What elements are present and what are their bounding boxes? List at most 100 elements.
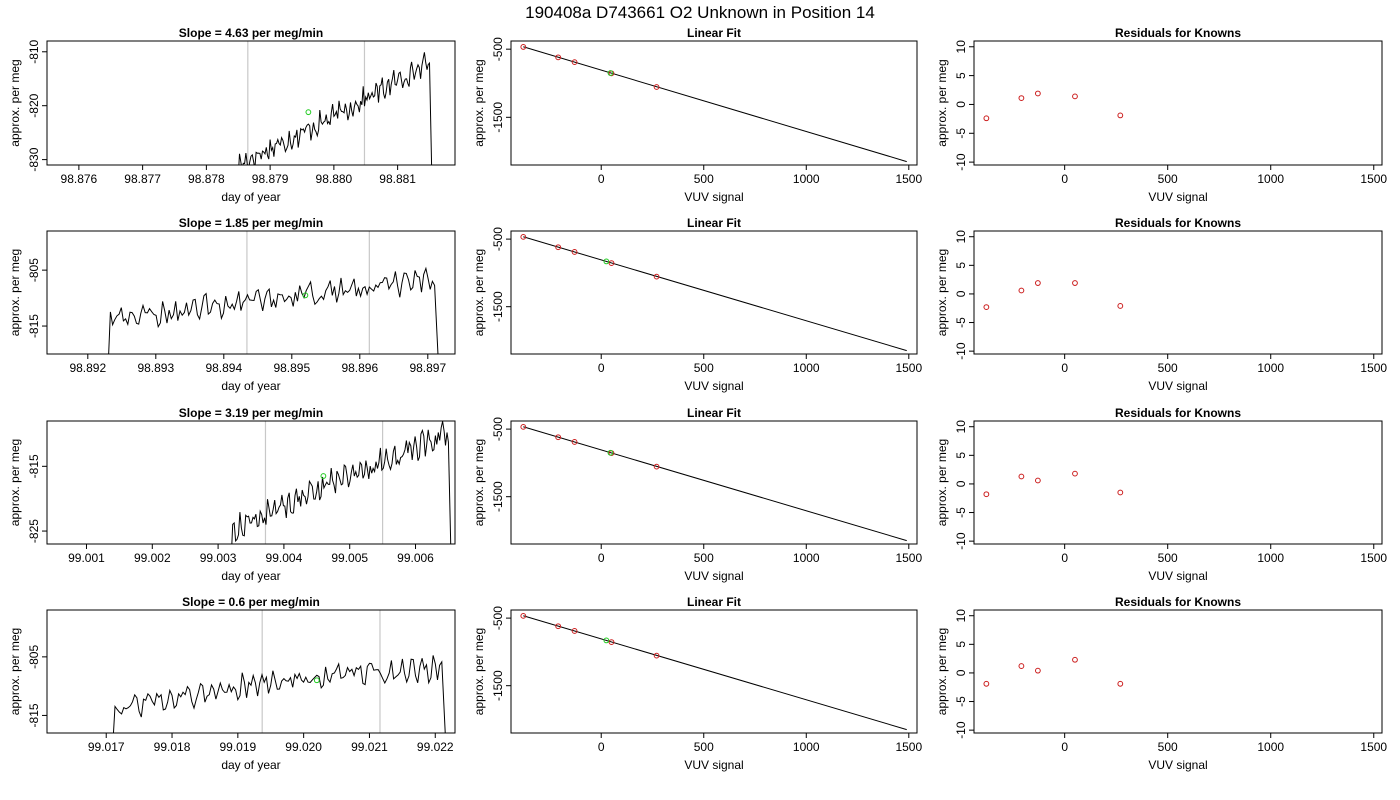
y-tick-label: -815: [27, 454, 41, 478]
y-tick-label: -825: [27, 519, 41, 543]
x-tick-label: 99.022: [417, 740, 454, 754]
known-point: [653, 463, 660, 470]
x-tick-label: 500: [1158, 361, 1178, 375]
known-point: [653, 84, 660, 90]
x-tick-label: 98.876: [61, 172, 98, 186]
signal-trace: [231, 421, 452, 544]
known-point: [520, 612, 527, 619]
x-tick-label: 98.897: [409, 361, 446, 375]
figure-title: 190408a D743661 O2 Unknown in Position 1…: [525, 3, 875, 22]
y-tick-label: -1500: [491, 291, 505, 322]
residual-point: [1117, 680, 1124, 687]
plot-frame: [46, 609, 456, 734]
y-tick-label: -830: [27, 147, 41, 171]
x-tick-label: 1500: [1360, 551, 1387, 565]
fit-line: [523, 46, 907, 163]
y-tick-label: 5: [954, 641, 968, 648]
x-tick-label: 500: [694, 551, 714, 565]
plot-frame: [973, 40, 1383, 166]
x-tick-label: 0: [598, 361, 605, 375]
y-tick-label: -10: [954, 721, 968, 739]
residual-point: [1018, 95, 1025, 101]
known-point: [520, 44, 527, 50]
plot-frame: [46, 230, 456, 355]
x-tick-label: 1500: [1360, 740, 1387, 754]
known-point: [555, 434, 562, 441]
y-axis-label: approx. per meg: [8, 59, 22, 146]
plot-area: [520, 612, 907, 731]
known-point: [555, 54, 562, 61]
x-axis-label: day of year: [221, 379, 280, 393]
residual-point: [1117, 303, 1124, 309]
residual-point: [1072, 280, 1078, 286]
x-tick-label: 1500: [895, 361, 922, 375]
x-tick-label: 500: [694, 172, 714, 186]
known-point: [571, 628, 578, 634]
panel-row3-time: 99.001 99.002 99.003 99.004 99.005 99.006 -825…: [8, 406, 456, 583]
x-tick-label: 1000: [1257, 172, 1284, 186]
plot-area: [112, 610, 446, 733]
known-point: [653, 652, 660, 659]
x-tick-label: 98.879: [252, 172, 289, 186]
plot-area: [983, 656, 1124, 687]
plot-frame: [973, 230, 1383, 355]
residual-point: [1072, 470, 1078, 477]
x-tick-label: 500: [1158, 551, 1178, 565]
x-tick-label: 98.877: [124, 172, 161, 186]
residual-point: [1034, 280, 1041, 286]
plot-area: [983, 280, 1124, 310]
known-point: [653, 273, 660, 280]
y-tick-label: -805: [27, 645, 41, 669]
x-tick-label: 99.003: [200, 551, 237, 565]
x-tick-label: 1000: [793, 172, 820, 186]
panel-title: Linear Fit: [687, 595, 741, 609]
signal-trace: [112, 655, 446, 733]
y-tick-label: -5: [954, 317, 968, 328]
y-tick-label: -5: [954, 507, 968, 518]
y-tick-label: 10: [954, 230, 968, 244]
x-tick-label: 98.878: [188, 172, 225, 186]
x-tick-label: 0: [598, 740, 605, 754]
y-axis-label: approx. per meg: [935, 59, 949, 146]
plot-frame: [510, 40, 918, 166]
y-axis-label: approx. per meg: [8, 628, 22, 715]
y-tick-label: 5: [954, 72, 968, 79]
x-tick-label: 1500: [1360, 361, 1387, 375]
unknown-point: [313, 677, 320, 684]
plot-frame: [973, 420, 1383, 545]
x-tick-label: 99.021: [351, 740, 388, 754]
panel-title: Residuals for Knowns: [1115, 406, 1241, 420]
fit-line: [523, 615, 907, 731]
x-tick-label: 0: [598, 172, 605, 186]
x-tick-label: 99.002: [134, 551, 171, 565]
x-tick-label: 500: [1158, 740, 1178, 754]
plot-area: [983, 470, 1124, 498]
plot-area: [238, 41, 433, 165]
y-tick-label: -815: [27, 703, 41, 727]
residual-point: [983, 491, 990, 498]
y-axis-label: approx. per meg: [472, 628, 486, 715]
signal-trace: [238, 52, 433, 165]
x-axis-label: VUV signal: [684, 758, 743, 772]
unknown-point: [320, 473, 327, 479]
residual-point: [1018, 287, 1025, 294]
panel-row4-residuals: 0 500 1000 1500 -10 -5 0 5 10 Residuals for Known…: [935, 595, 1387, 772]
y-tick-label: -500: [491, 417, 505, 441]
x-tick-label: 1500: [895, 172, 922, 186]
x-tick-label: 99.019: [219, 740, 256, 754]
x-axis-label: VUV signal: [1148, 379, 1207, 393]
y-tick-label: -10: [954, 532, 968, 550]
x-tick-label: 0: [1061, 551, 1068, 565]
residual-point: [1072, 656, 1078, 663]
residual-point: [983, 680, 990, 687]
x-tick-label: 1000: [1257, 740, 1284, 754]
known-point: [520, 233, 527, 240]
panel-title: Slope = 4.63 per meg/min: [179, 26, 323, 40]
x-axis-label: day of year: [221, 758, 280, 772]
x-tick-label: 500: [1158, 172, 1178, 186]
panel-title: Linear Fit: [687, 26, 741, 40]
plot-area: [520, 423, 907, 542]
x-axis-label: VUV signal: [1148, 758, 1207, 772]
plot-frame: [46, 40, 456, 166]
